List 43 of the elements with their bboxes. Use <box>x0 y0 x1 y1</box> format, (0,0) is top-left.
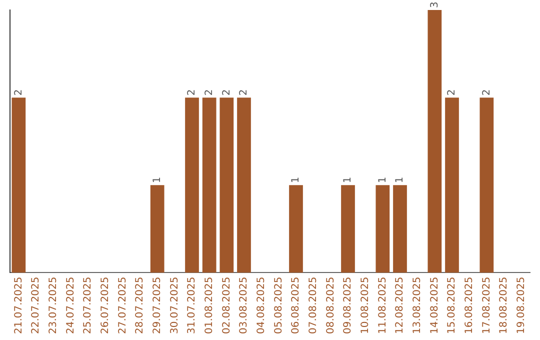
x-tick-label: 25.07.2025 <box>82 276 94 334</box>
x-tick-label: 17.08.2025 <box>481 276 492 334</box>
x-tick-label: 16.08.2025 <box>464 276 475 334</box>
x-tick-label: 24.07.2025 <box>65 276 76 334</box>
x-tick-label: 09.08.2025 <box>342 276 354 334</box>
x-tick-label: 27.07.2025 <box>117 276 128 334</box>
x-tick-label: 08.08.2025 <box>325 276 336 334</box>
data-label: 2 <box>446 89 458 96</box>
x-tick-label: 12.08.2025 <box>394 276 406 334</box>
x-tick-label: 15.08.2025 <box>446 276 458 334</box>
data-label: 1 <box>152 176 163 184</box>
data-label: 2 <box>481 89 492 96</box>
x-tick-label: 04.08.2025 <box>256 276 267 334</box>
x-tick-label: 07.08.2025 <box>308 276 319 334</box>
data-label: 2 <box>221 89 232 96</box>
data-label: 2 <box>238 89 250 96</box>
data-label: 1 <box>377 176 388 184</box>
data-label: 3 <box>429 2 440 8</box>
x-tick-label: 31.07.2025 <box>186 276 198 334</box>
x-tick-label: 01.08.2025 <box>204 276 215 334</box>
data-label: 1 <box>342 176 354 184</box>
x-tick-label: 29.07.2025 <box>152 276 163 334</box>
x-tick-label: 23.07.2025 <box>48 276 59 334</box>
data-label: 2 <box>204 89 215 96</box>
x-tick-label: 22.07.2025 <box>30 276 42 334</box>
x-tick-label: 02.08.2025 <box>221 276 232 334</box>
x-tick-label: 03.08.2025 <box>238 276 250 334</box>
x-tick-label: 13.08.2025 <box>412 276 423 334</box>
x-tick-label: 26.07.2025 <box>100 276 111 334</box>
x-tick-label: 06.08.2025 <box>290 276 302 334</box>
x-tick-label: 28.07.2025 <box>134 276 146 334</box>
x-tick-label: 05.08.2025 <box>273 276 284 334</box>
data-label: 2 <box>186 89 198 96</box>
x-tick-label: 10.08.2025 <box>360 276 371 334</box>
x-tick-label: 18.08.2025 <box>498 276 510 334</box>
x-tick-label: 11.08.2025 <box>377 276 388 334</box>
x-tick-label: 14.08.2025 <box>429 276 440 334</box>
data-label: 1 <box>394 176 406 184</box>
data-label: 1 <box>290 176 302 184</box>
x-tick-label: 21.07.2025 <box>13 276 24 334</box>
data-label: 2 <box>13 89 24 96</box>
x-tick-label: 30.07.2025 <box>169 276 180 334</box>
x-tick-label: 19.08.2025 <box>516 276 527 334</box>
